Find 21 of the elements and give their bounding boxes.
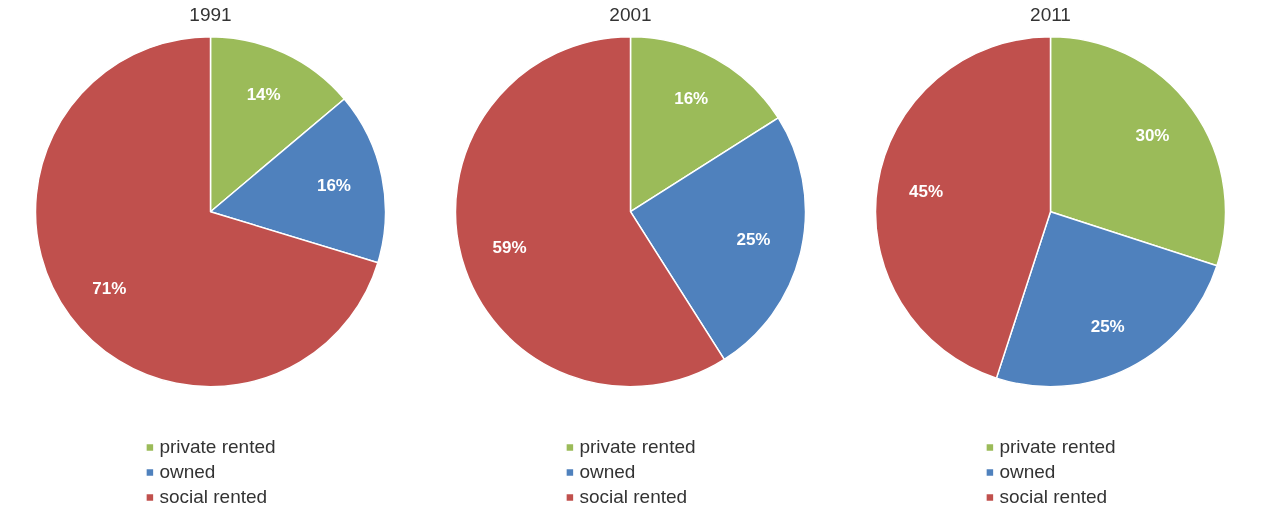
chart-title: 2001 [609,3,652,25]
data-label: 14% [246,85,281,105]
data-label: 25% [1090,317,1125,337]
chart-title: 2011 [1030,3,1071,25]
legend-label: social rented [159,486,268,508]
data-label: 16% [674,89,709,109]
legend-label: social rented [579,486,688,508]
data-label: 45% [909,182,944,202]
data-label: 16% [316,176,351,196]
data-label: 25% [736,230,771,250]
data-label: 59% [492,238,527,258]
data-label: 30% [1135,126,1170,146]
data-label: 71% [92,278,127,298]
legend-label: owned [159,461,216,483]
legend-label: private rented [159,436,276,458]
legend-label: social rented [999,486,1108,508]
legend-label: private rented [999,436,1116,458]
legend-label: owned [999,461,1056,483]
legend-label: owned [579,461,636,483]
chart-title: 1991 [189,3,232,25]
legend-label: private rented [579,436,696,458]
